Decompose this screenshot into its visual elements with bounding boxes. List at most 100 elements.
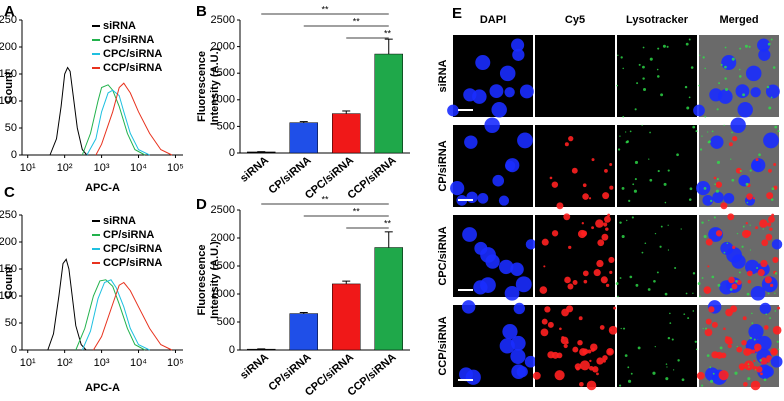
row-label: CCP/siRNA [437,316,449,375]
cell-signal [723,327,726,331]
cell-signal [703,186,707,190]
significance-label: ** [321,4,329,14]
cell-signal [667,336,671,340]
cell-signal [715,230,723,237]
cell-signal [702,327,704,330]
cell-signal [739,47,742,50]
cell-signal [596,357,604,365]
cell-signal [770,198,774,201]
cell-signal [734,371,738,375]
cell-signal [759,219,768,228]
cell-signal [721,54,737,71]
x-tick-label: 10³ [94,162,110,174]
cell-signal [711,321,718,328]
y-tick-label: 50 [5,317,17,329]
cell-signal [641,124,643,126]
cell-signal [619,135,621,137]
cell-signal [697,282,701,286]
cell-signal [617,148,621,151]
cell-signal [759,302,772,315]
cell-signal [551,181,559,188]
cell-signal [462,227,477,242]
cell-signal [572,346,579,353]
cell-signal [728,142,733,147]
cell-signal [741,245,744,248]
cell-signal [735,279,738,283]
y-tick-label: 150 [0,68,17,80]
cell-signal [756,266,759,270]
cell-signal [659,245,662,248]
x-axis-label: APC-A [85,182,120,194]
cell-signal [701,221,704,224]
cell-signal [628,199,631,203]
error-bar [342,110,351,114]
cell-signal [751,312,753,315]
cell-signal [532,371,541,380]
cell-signal [726,242,729,245]
cell-signal [753,338,756,341]
cell-signal [774,272,778,275]
cell-signal [579,360,590,371]
cell-signal [568,135,574,142]
cell-signal [642,46,645,49]
cell-signal [636,82,639,85]
cell-signal [626,219,628,222]
cell-signal [705,367,720,382]
cell-signal [591,226,595,230]
cell-signal [677,359,680,362]
cell-signal [701,384,704,387]
cell-signal [736,346,743,353]
cell-signal [586,380,597,391]
micrograph-content [693,38,780,118]
cell-signal [607,213,611,217]
series-line [75,279,146,351]
cell-signal [765,84,780,99]
cell-signal [622,67,624,70]
cell-signal [609,185,614,190]
cell-signal [660,93,664,97]
cell-signal [688,96,691,99]
cell-signal [653,279,656,283]
cell-signal [772,325,782,335]
cell-signal [652,371,656,375]
column-header: Lysotracker [626,14,689,26]
cell-signal [498,195,510,206]
cell-signal [712,191,724,204]
cell-signal [736,279,742,285]
cell-signal [755,226,759,230]
cell-signal [730,305,738,313]
cell-signal [730,117,746,133]
cell-signal [575,366,580,371]
cell-signal [731,283,738,290]
cell-signal [577,339,583,346]
cell-signal [745,259,760,275]
cell-signal [593,269,601,277]
bar [289,122,318,154]
cell-signal [666,45,669,48]
cell-signal [560,336,569,345]
cell-signal [556,202,564,210]
cell-signal [667,224,669,226]
cell-signal [726,247,742,263]
cell-signal [742,316,747,321]
y-tick-label: 500 [217,316,235,328]
micrograph-content [539,213,615,294]
y-tick-label: 200 [0,236,17,248]
cell-signal [582,183,587,188]
cell-signal [766,85,770,89]
legend-label: CCP/siRNA [103,62,162,74]
cell-signal [727,213,735,221]
cell-signal [757,269,765,277]
column-header: DAPI [480,14,506,26]
cell-signal [747,363,750,365]
cell-signal [751,322,754,325]
y-tick-label: 2500 [211,204,235,216]
cell-signal [774,125,778,129]
cell-signal [543,265,546,268]
cell-signal [539,286,548,294]
cell-signal [635,283,639,287]
cell-signal [776,340,779,343]
error-bar [384,38,393,55]
cell-signal [769,317,772,320]
bar [374,53,403,154]
